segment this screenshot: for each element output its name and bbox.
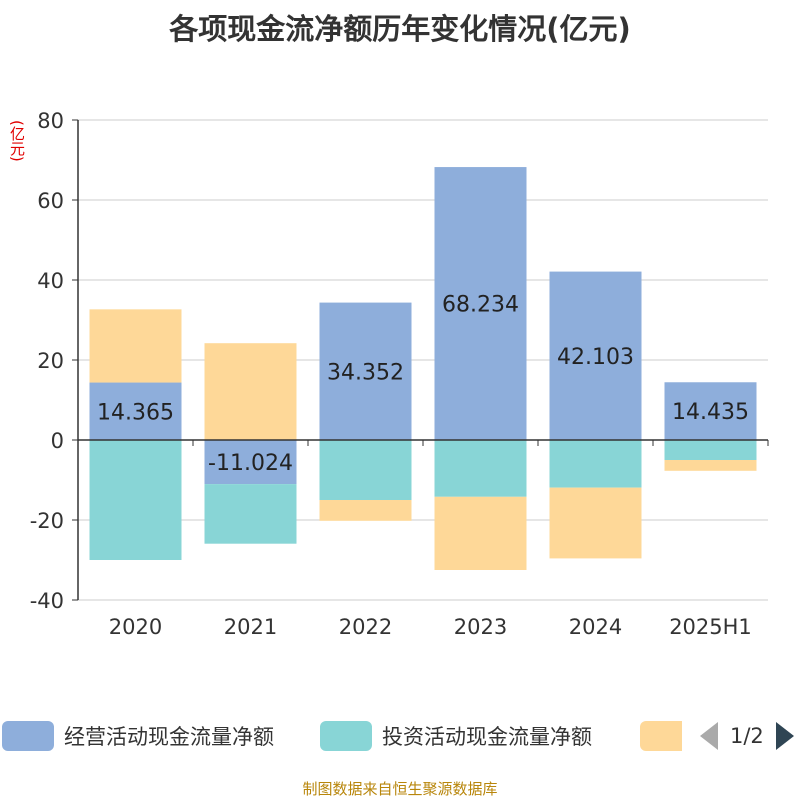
x-tick-label: 2025H1 (669, 615, 752, 639)
next-page-icon[interactable] (775, 722, 794, 750)
y-tick-label: 20 (37, 349, 64, 373)
y-tick-label: 40 (37, 269, 64, 293)
bar-operating-2024 (549, 271, 642, 440)
bar-third-2020 (89, 309, 182, 383)
data-label: 34.352 (327, 360, 404, 385)
y-tick-label: 80 (37, 109, 64, 133)
data-label: 14.435 (672, 400, 749, 425)
data-label: 42.103 (557, 345, 634, 370)
x-tick-label: 2022 (339, 615, 392, 639)
legend-swatch-operating (2, 721, 54, 751)
legend-swatch-third (640, 721, 682, 751)
bar-operating-2020 (89, 382, 182, 440)
x-tick-label: 2021 (224, 615, 277, 639)
legend-label-operating: 经营活动现金流量净额 (64, 725, 274, 749)
y-tick-label: 0 (51, 429, 64, 453)
bar-investing-2022 (319, 440, 412, 500)
bar-third-2024 (549, 487, 642, 559)
legend-item-operating[interactable]: 经营活动现金流量净额 (2, 716, 274, 756)
legend-swatch-investing (320, 721, 372, 751)
y-axis-unit: (亿元) (8, 120, 26, 162)
legend: 经营活动现金流量净额 投资活动现金流量净额 1/2 (0, 716, 800, 756)
bar-operating-2022 (319, 302, 412, 440)
y-tick-label: -20 (30, 509, 64, 533)
bar-third-2025H1 (664, 460, 757, 471)
bar-investing-2021 (204, 484, 297, 544)
bar-third-2022 (319, 500, 412, 521)
data-source: 制图数据来自恒生聚源数据库 (302, 780, 498, 798)
chart-title: 各项现金流净额历年变化情况(亿元) (169, 12, 631, 46)
legend-page-indicator: 1/2 (730, 724, 764, 748)
bar-investing-2020 (89, 440, 182, 560)
legend-item-third[interactable] (640, 716, 692, 756)
x-tick-label: 2020 (109, 615, 162, 639)
stacked-bar-chart: -40 -20 0 20 40 60 80 2020 2021 2022 2023 2024 2025H… (30, 109, 769, 639)
data-label: -11.024 (208, 451, 293, 476)
x-tick-label: 2024 (569, 615, 622, 639)
y-tick-label: 60 (37, 189, 64, 213)
bar-third-2023 (434, 496, 527, 570)
bar-operating-2021 (204, 440, 297, 485)
prev-page-icon[interactable] (700, 722, 718, 750)
bar-investing-2024 (549, 440, 642, 488)
data-label: 68.234 (442, 293, 519, 318)
bar-investing-2025H1 (664, 440, 757, 460)
data-label: 14.365 (97, 400, 174, 425)
bar-third-2021 (204, 343, 297, 440)
bar-operating-2025H1 (664, 382, 757, 440)
bar-investing-2023 (434, 440, 527, 497)
y-tick-label: -40 (30, 589, 64, 613)
legend-item-investing[interactable]: 投资活动现金流量净额 (320, 716, 592, 756)
legend-pager: 1/2 (700, 716, 794, 756)
x-tick-label: 2023 (454, 615, 507, 639)
bar-operating-2023 (434, 167, 527, 440)
legend-label-investing: 投资活动现金流量净额 (382, 725, 592, 749)
